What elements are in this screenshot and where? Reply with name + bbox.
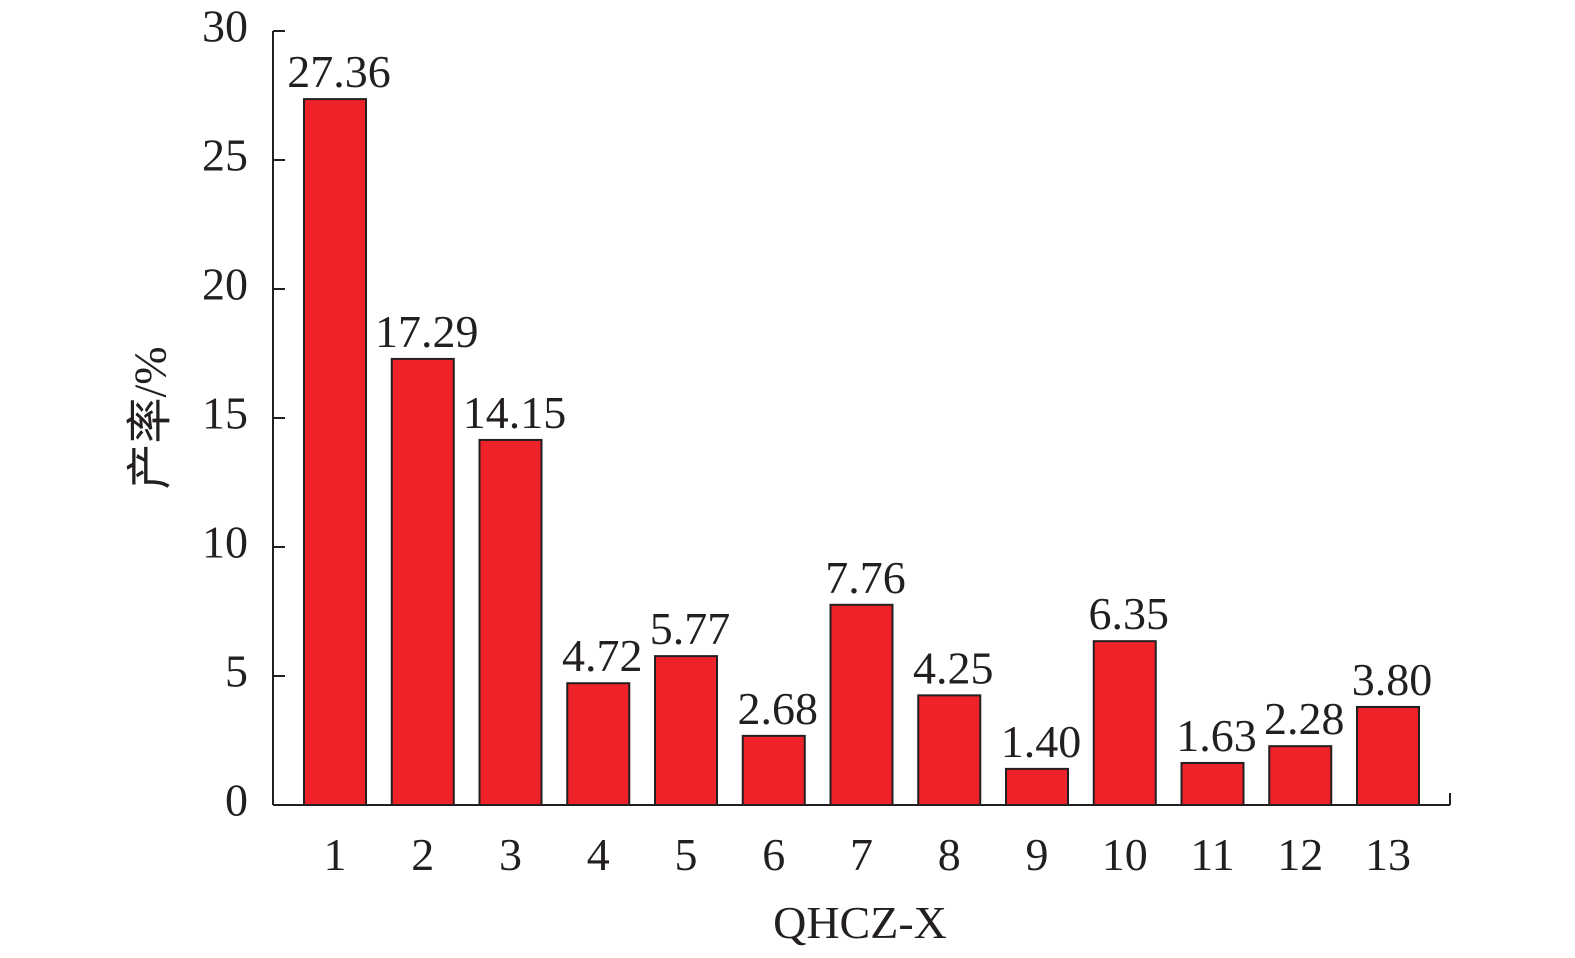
value-label: 17.29 bbox=[375, 306, 479, 357]
bar bbox=[1092, 640, 1157, 806]
bar bbox=[917, 694, 982, 806]
value-label: 1.40 bbox=[1001, 716, 1082, 767]
bar bbox=[654, 655, 718, 806]
value-label: 5.77 bbox=[650, 603, 731, 654]
bar bbox=[566, 682, 631, 806]
x-tick-label: 9 bbox=[1026, 829, 1049, 880]
bar bbox=[1180, 761, 1245, 806]
bar bbox=[741, 734, 806, 807]
x-tick-label: 13 bbox=[1365, 829, 1411, 880]
x-tick-label: 2 bbox=[411, 829, 434, 880]
x-axis-label: QHCZ-X bbox=[773, 897, 947, 948]
value-label: 3.80 bbox=[1352, 654, 1433, 705]
x-tick-label: 8 bbox=[938, 829, 961, 880]
value-label: 2.68 bbox=[738, 683, 819, 734]
x-tick-label: 10 bbox=[1102, 829, 1148, 880]
bar bbox=[1005, 767, 1069, 807]
x-tick-label: 12 bbox=[1277, 829, 1323, 880]
value-label: 1.63 bbox=[1176, 710, 1257, 761]
y-tick-label: 25 bbox=[202, 130, 248, 181]
bar bbox=[390, 357, 455, 806]
value-label: 27.36 bbox=[287, 46, 391, 97]
value-label: 2.28 bbox=[1264, 693, 1345, 744]
y-tick-label: 15 bbox=[202, 388, 248, 439]
y-tick-label: 30 bbox=[202, 1, 248, 52]
bar bbox=[1268, 745, 1333, 807]
y-tick-label: 5 bbox=[225, 646, 248, 697]
bar bbox=[829, 603, 894, 806]
x-tick-label: 5 bbox=[675, 829, 698, 880]
y-axis-label: 产率/% bbox=[125, 346, 176, 489]
value-label: 7.76 bbox=[825, 552, 906, 603]
x-tick-label: 7 bbox=[850, 829, 873, 880]
x-tick-label: 6 bbox=[762, 829, 785, 880]
value-label: 14.15 bbox=[463, 387, 567, 438]
y-tick-label: 0 bbox=[225, 775, 248, 826]
bar bbox=[478, 438, 543, 806]
value-label: 6.35 bbox=[1089, 588, 1170, 639]
value-label: 4.25 bbox=[913, 642, 994, 693]
bar bbox=[1356, 705, 1420, 807]
x-tick-label: 1 bbox=[324, 829, 347, 880]
bar bbox=[303, 98, 367, 806]
value-label: 4.72 bbox=[562, 630, 643, 681]
x-tick-label: 4 bbox=[587, 829, 610, 880]
x-tick-label: 11 bbox=[1190, 829, 1234, 880]
y-tick-label: 10 bbox=[202, 517, 248, 568]
y-tick-label: 20 bbox=[202, 259, 248, 310]
x-tick-label: 3 bbox=[499, 829, 522, 880]
